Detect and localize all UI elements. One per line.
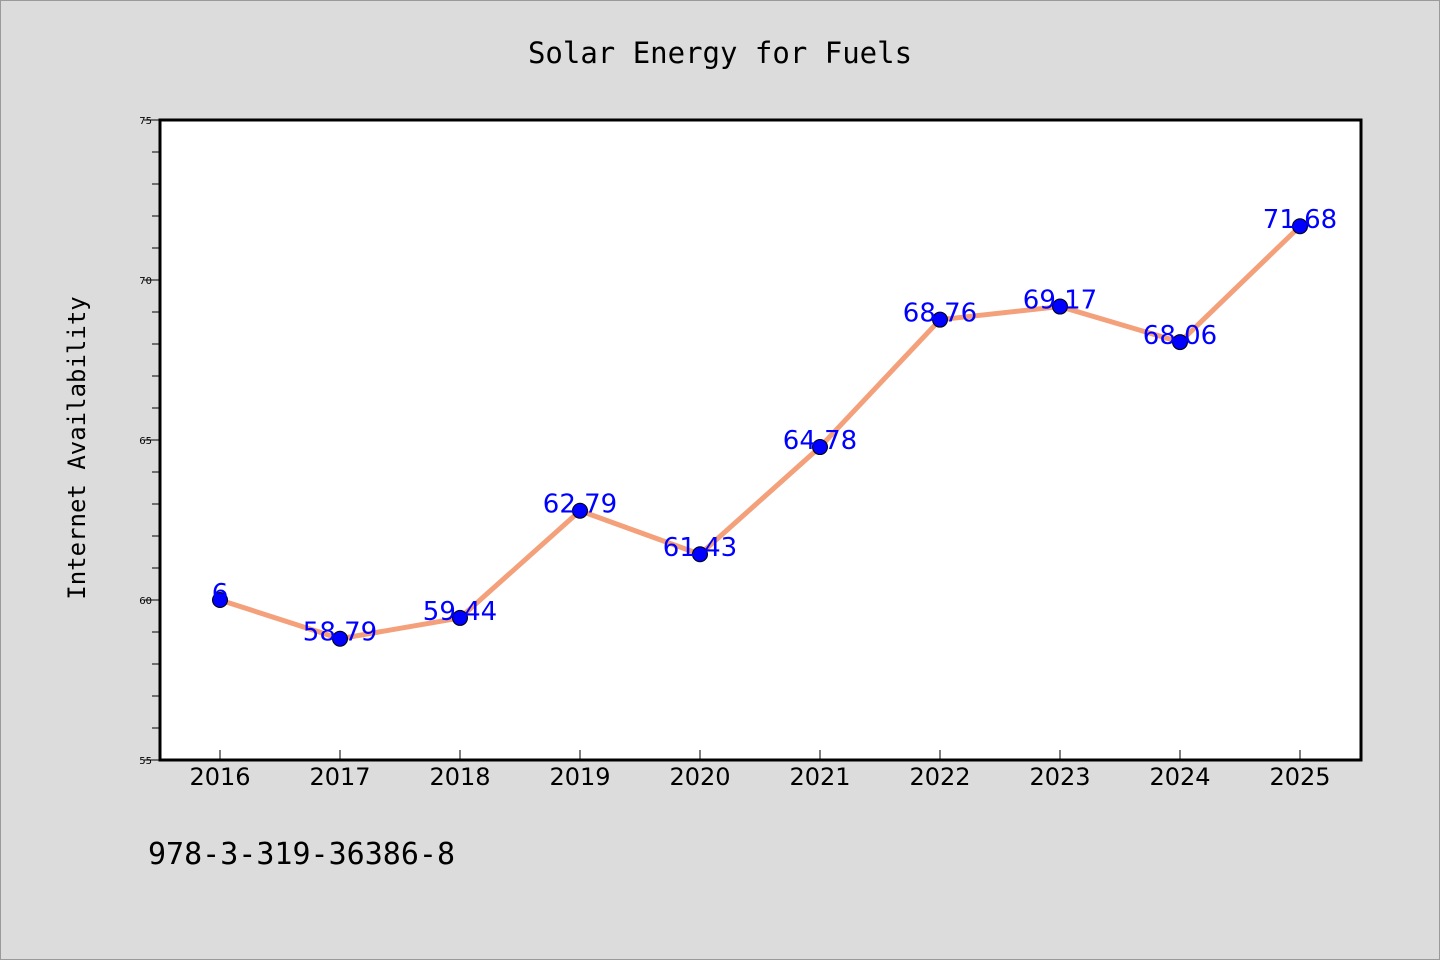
- y-axis-label: Internet Availability: [63, 296, 91, 599]
- data-point: [1052, 298, 1068, 315]
- data-point: [332, 630, 348, 647]
- isbn-note: 978-3-319-36386-8: [148, 837, 455, 872]
- y-tick-label: 55: [139, 756, 152, 767]
- data-label: 58.79: [303, 618, 377, 648]
- x-tick-label: 2022: [909, 763, 970, 791]
- data-point: [692, 546, 708, 563]
- x-tick-label: 2017: [309, 763, 370, 791]
- data-point: [1172, 334, 1188, 351]
- data-point: [932, 311, 948, 328]
- x-tick-label: 2021: [789, 763, 850, 791]
- data-label: 62.79: [543, 490, 617, 520]
- data-label: 68.76: [903, 299, 977, 329]
- plot-area: [158, 118, 1363, 762]
- data-point: [572, 502, 588, 519]
- data-point: [452, 609, 468, 626]
- x-tick-label: 2023: [1029, 763, 1090, 791]
- data-label: 64.78: [783, 426, 857, 456]
- y-tick-label: 65: [139, 436, 152, 447]
- data-point: [1292, 218, 1308, 235]
- x-tick-label: 2024: [1149, 763, 1210, 791]
- x-tick-label: 2019: [549, 763, 610, 791]
- y-tick-label: 75: [139, 116, 152, 127]
- chart-title: Solar Energy for Fuels: [528, 36, 912, 70]
- x-tick-label: 2018: [429, 763, 490, 791]
- data-label: 59.44: [423, 597, 497, 627]
- data-point: [812, 439, 828, 456]
- y-axis: 55 60 65 70 75: [139, 116, 160, 767]
- data-label: 6: [212, 579, 229, 609]
- data-labels: 6 58.79 59.44 62.79 61.43 64.78 68.76 69.17 68.0…: [212, 205, 1337, 647]
- x-tick-label: 2025: [1269, 763, 1330, 791]
- data-point: [212, 592, 228, 608]
- x-tick-label: 2016: [189, 763, 250, 791]
- y-tick-label: 70: [139, 276, 152, 287]
- x-axis: 2016 2017 2018 2019 2020 2021 2022 2023 2024 2025: [189, 750, 1331, 791]
- data-label: 71.68: [1263, 205, 1337, 235]
- series-markers: [212, 218, 1308, 647]
- data-label: 68.06: [1143, 321, 1217, 351]
- x-tick-label: 2020: [669, 763, 730, 791]
- y-tick-label: 60: [139, 596, 152, 607]
- series-line: [219, 224, 1302, 642]
- data-label: 61.43: [663, 533, 737, 563]
- data-label: 69.17: [1023, 286, 1097, 316]
